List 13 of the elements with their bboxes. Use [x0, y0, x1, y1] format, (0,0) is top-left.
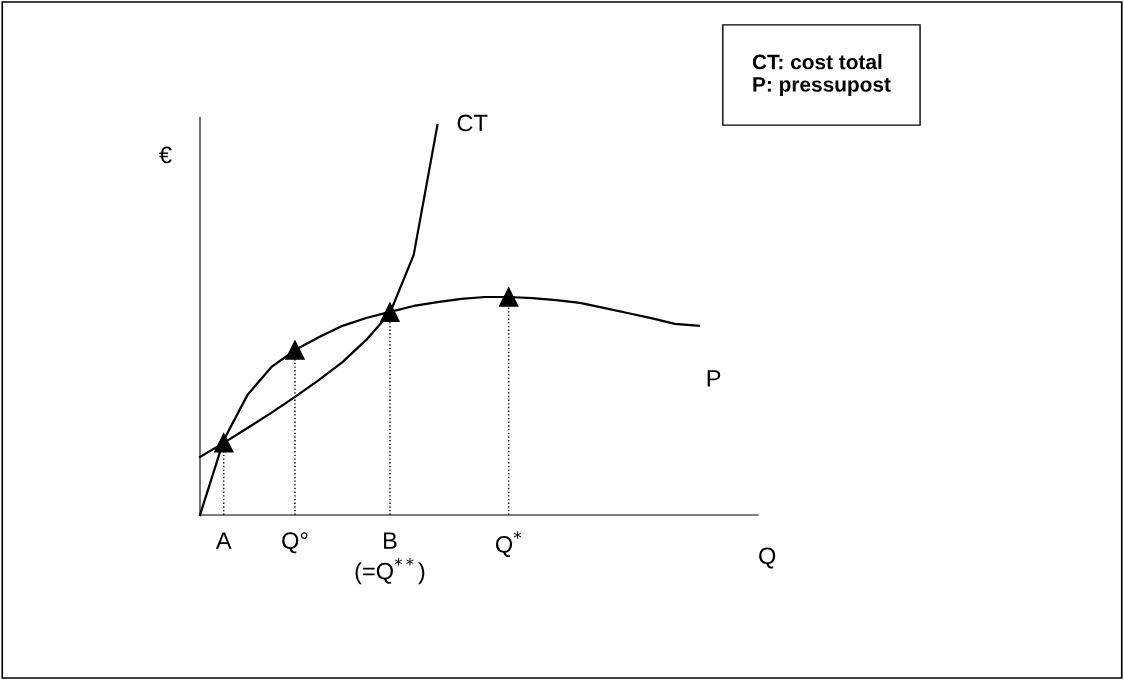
x-tick-label: A — [215, 532, 232, 549]
x-tick-label: Q° — [282, 532, 308, 554]
point — [214, 433, 234, 453]
series-label: P — [707, 370, 721, 387]
point — [380, 302, 400, 322]
x-tick-label: Q$^{*}$ — [495, 531, 522, 558]
point — [285, 340, 305, 360]
x-axis-title: Q — [759, 547, 776, 569]
y-axis-title: € — [159, 146, 172, 164]
series-label: CT — [457, 114, 488, 132]
text: CT: cost total P: pressupost — [752, 54, 891, 96]
point — [498, 287, 519, 307]
x-tick-label: B (=Q$^{**}$) — [355, 532, 425, 585]
